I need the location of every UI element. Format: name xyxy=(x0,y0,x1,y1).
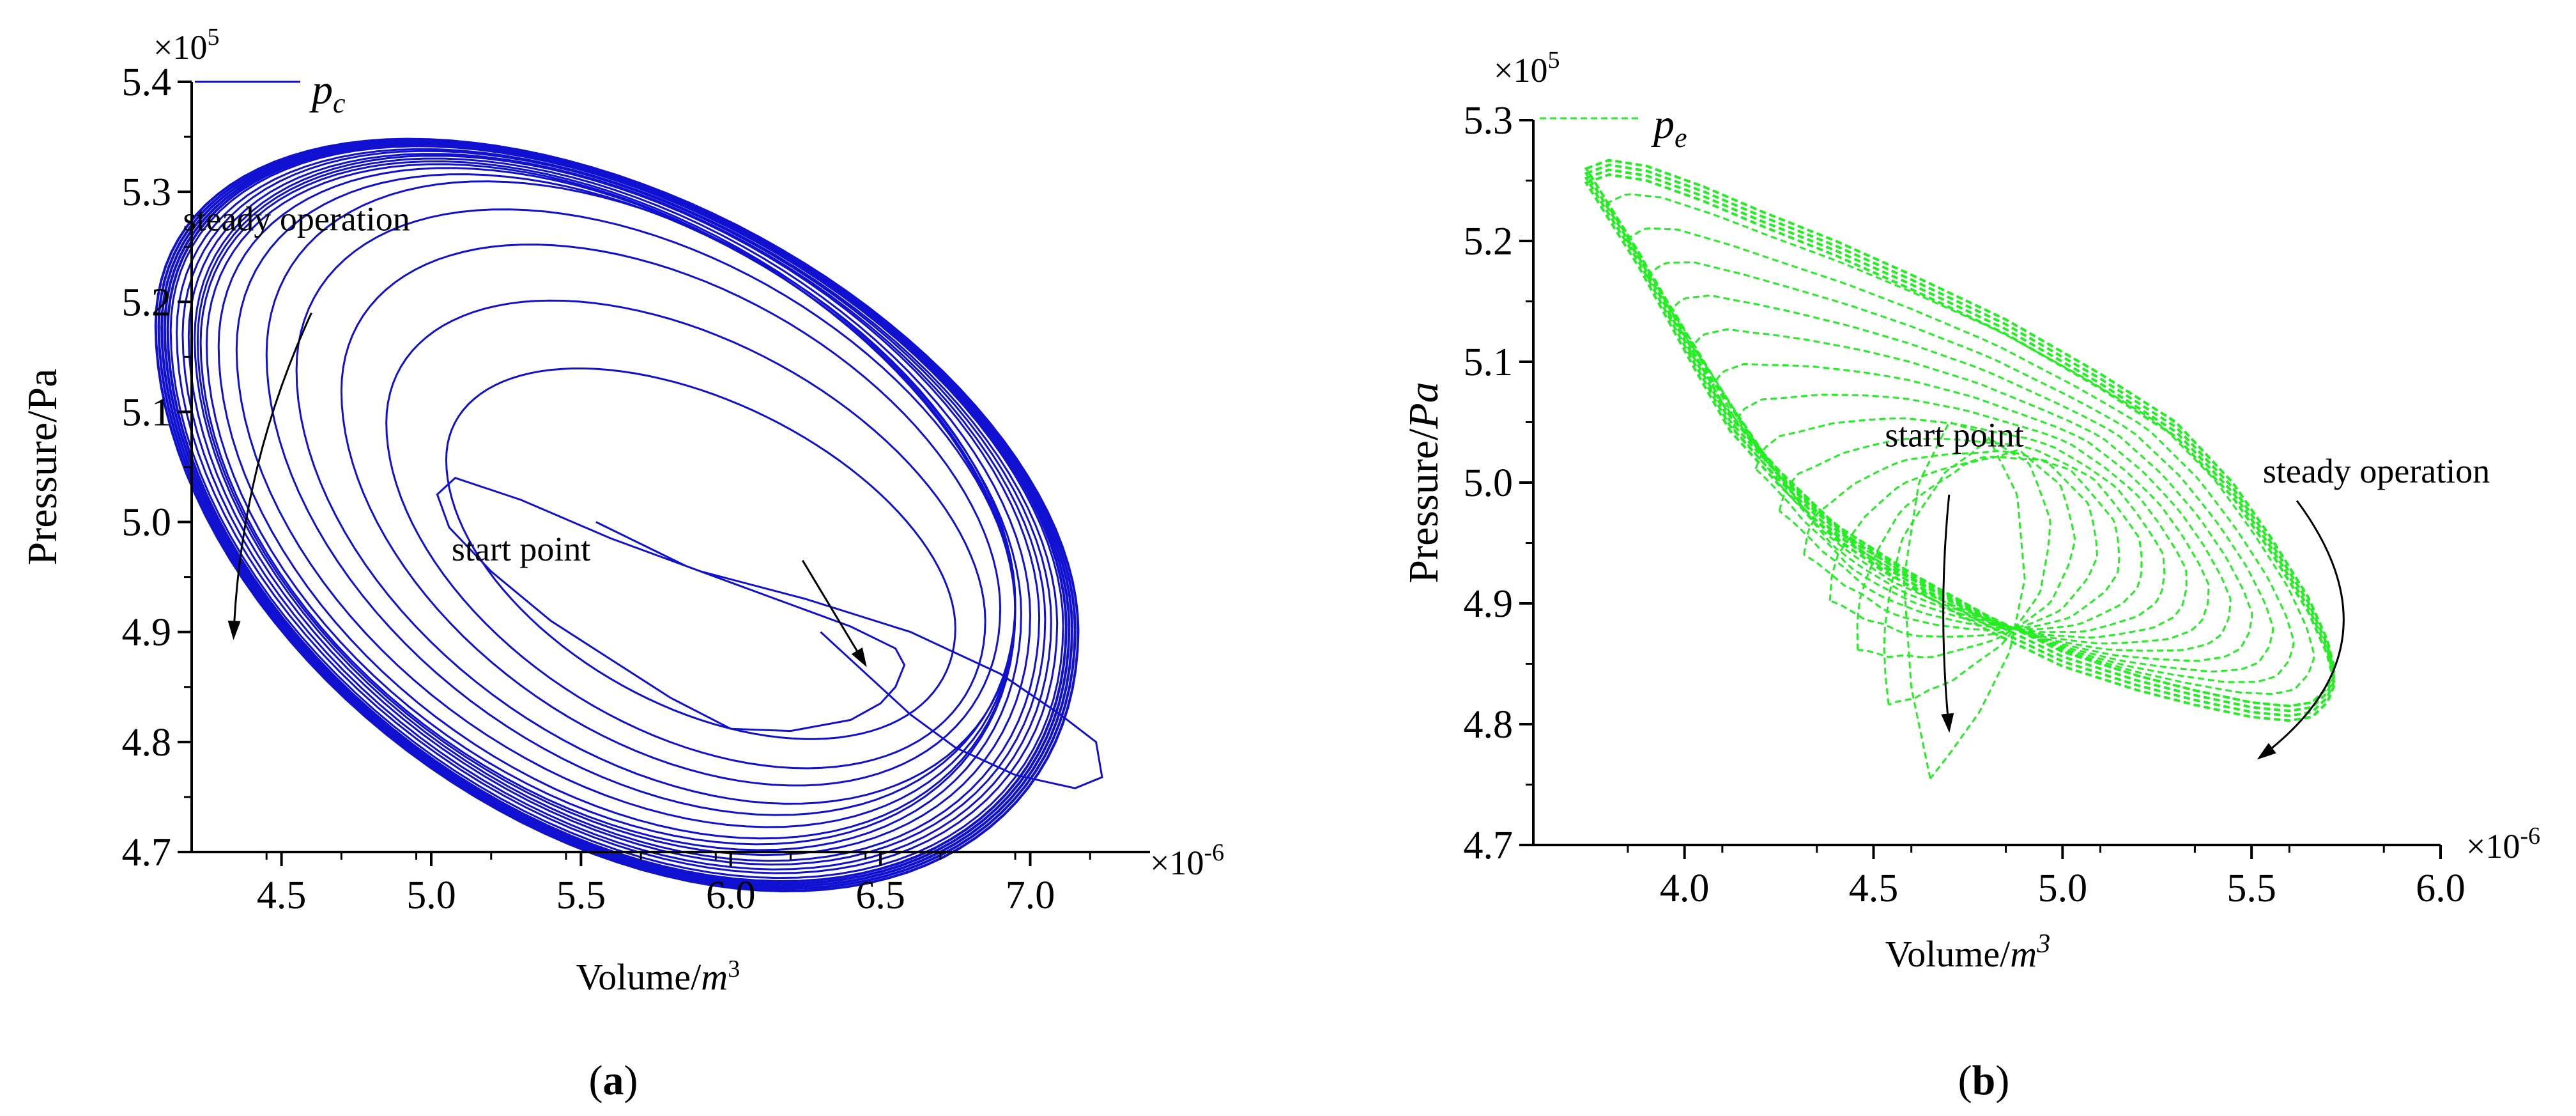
pe-loop xyxy=(1709,362,2210,645)
a-x-tick-label: 6.0 xyxy=(706,874,756,917)
y-multiplier-a: ×105 xyxy=(153,24,219,66)
chart-panel-a: 4.7 4.8 4.9 5.0 5.1 5.2 5.3 5.4 4.5 5.0 5.5 6.0 6.5 7… xyxy=(19,24,1224,1104)
axes-b: 4.7 4.8 4.9 5.0 5.1 5.2 5.3 4.0 4.5 5.0 5.5 6.0 xyxy=(1464,99,2465,910)
b-y-tick-label: 5.2 xyxy=(1464,220,1514,263)
y-axis-label-b: Pressure/Pa xyxy=(1400,382,1447,583)
annotation-arrows-a xyxy=(227,312,867,667)
pc-loop xyxy=(340,244,1002,787)
annotation-steady-operation-a: steady operation xyxy=(183,199,410,238)
pc-loop xyxy=(187,153,1046,866)
caption-a: (a) xyxy=(589,1057,638,1104)
pe-steady-loop xyxy=(1584,163,2336,713)
axes-a: 4.7 4.8 4.9 5.0 5.1 5.2 5.3 5.4 4.5 5.0 5.5 6.0 6.5 7… xyxy=(122,61,1150,917)
pc-loop xyxy=(199,160,1022,851)
a-y-tick-label: 4.7 xyxy=(122,831,172,874)
a-y-tick-label: 5.1 xyxy=(122,391,172,434)
a-y-tick-label: 5.3 xyxy=(122,171,172,214)
b-x-tick-label: 4.5 xyxy=(1849,867,1899,910)
x-multiplier-a: ×10-6 xyxy=(1150,839,1224,882)
annotation-arrow xyxy=(2257,500,2345,760)
a-x-tick-label: 6.5 xyxy=(855,874,905,917)
pc-loop xyxy=(205,163,1016,846)
pe-steady-loop xyxy=(1584,159,2336,708)
b-y-tick-label: 5.3 xyxy=(1464,99,1514,143)
b-y-tick-label: 4.7 xyxy=(1464,824,1514,867)
pe-loops xyxy=(1584,159,2336,780)
b-x-tick-label: 6.0 xyxy=(2416,867,2465,910)
annotation-steady-operation-b: steady operation xyxy=(2263,452,2490,490)
pc-loop xyxy=(217,167,1016,840)
legend-label-pe: pe xyxy=(1651,101,1687,153)
pc-loop xyxy=(196,157,1031,856)
b-x-tick-label: 4.0 xyxy=(1660,867,1710,910)
annotation-arrows-b xyxy=(1941,494,2345,760)
b-y-tick-label: 5.0 xyxy=(1464,461,1514,505)
annotation-arrow xyxy=(1941,494,1954,733)
legend-label-pc: pc xyxy=(309,66,346,119)
pe-loop xyxy=(1605,193,2315,695)
a-x-tick-label: 5.5 xyxy=(556,874,606,917)
pc-loop xyxy=(154,137,1080,893)
pe-steady-loop xyxy=(1584,168,2336,717)
pe-loop xyxy=(1803,449,2120,631)
pc-loops xyxy=(154,137,1080,893)
a-y-tick-label: 5.4 xyxy=(122,61,172,104)
x-multiplier-b: ×10-6 xyxy=(2466,823,2540,865)
annotation-arrow xyxy=(227,312,312,640)
x-axis-label-a: Volume/m3 xyxy=(576,956,740,998)
pe-loop xyxy=(1754,417,2166,633)
a-y-tick-label: 5.0 xyxy=(122,501,172,545)
y-multiplier-b: ×105 xyxy=(1494,47,1560,89)
annotation-arrow xyxy=(801,560,867,667)
x-axis-label-b: Volume/m3 xyxy=(1885,929,2050,975)
a-y-tick-label: 4.9 xyxy=(122,611,172,655)
pe-loop xyxy=(1778,437,2143,631)
a-x-tick-label: 5.0 xyxy=(406,874,456,917)
pc-loop xyxy=(235,173,1016,828)
pc-loop xyxy=(181,150,1052,871)
b-x-tick-label: 5.5 xyxy=(2227,867,2276,910)
y-axis-label-a: Pressure/Pa xyxy=(19,369,66,566)
a-x-tick-label: 7.0 xyxy=(1006,874,1055,917)
b-y-tick-label: 5.1 xyxy=(1464,341,1514,384)
pc-loop xyxy=(176,148,1059,874)
pe-steady-loop xyxy=(1584,173,2336,722)
pc-start-curve xyxy=(436,476,1103,789)
pe-loop xyxy=(1828,456,2098,638)
pe-loop xyxy=(1625,227,2295,683)
caption-b: (b) xyxy=(1958,1057,2010,1104)
pc-loop xyxy=(295,208,1016,805)
b-y-tick-label: 4.8 xyxy=(1464,703,1514,747)
annotation-start-point-b: start point xyxy=(1885,415,2023,454)
pc-loop xyxy=(157,139,1077,890)
pe-loop xyxy=(1731,393,2188,639)
pc-loop xyxy=(194,155,1041,862)
annotation-start-point-a: start point xyxy=(452,530,590,568)
pc-loop xyxy=(445,367,956,740)
a-y-tick-label: 4.8 xyxy=(122,721,172,764)
b-x-tick-label: 5.0 xyxy=(2038,867,2088,910)
pe-loop xyxy=(1903,421,2026,780)
a-x-tick-label: 4.5 xyxy=(257,874,307,917)
a-y-tick-label: 5.2 xyxy=(122,281,172,324)
pe-loop xyxy=(1856,449,2076,658)
b-y-tick-label: 4.9 xyxy=(1464,582,1514,626)
pc-loop xyxy=(385,299,986,770)
chart-panel-b: 4.7 4.8 4.9 5.0 5.1 5.2 5.3 4.0 4.5 5.0 5.5 6.0 ste… xyxy=(1400,47,2540,1104)
